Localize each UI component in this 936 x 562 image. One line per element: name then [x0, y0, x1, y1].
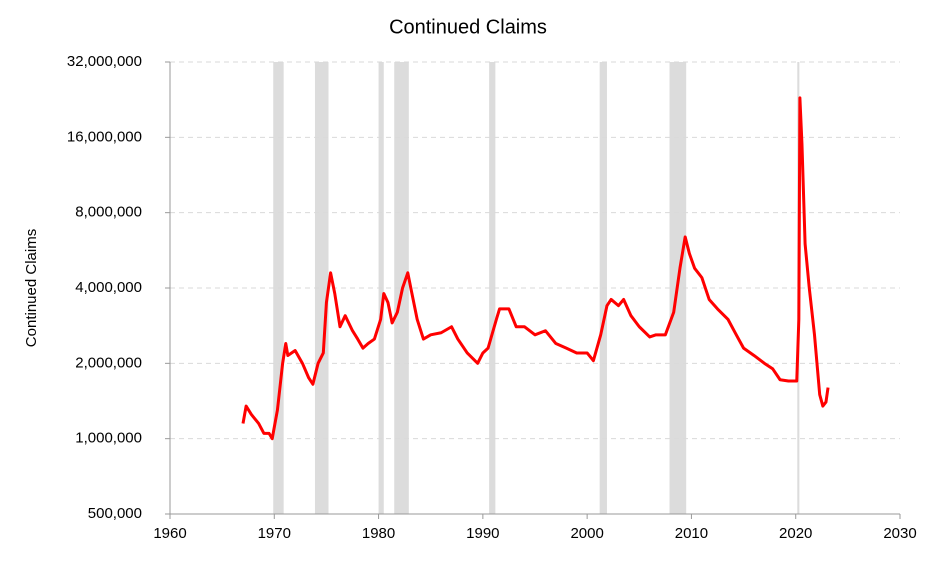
chart-title: Continued Claims	[389, 16, 547, 38]
x-tick-label: 1990	[466, 525, 499, 542]
y-tick-label: 500,000	[88, 505, 142, 522]
y-tick-label: 1,000,000	[75, 430, 142, 447]
x-tick-label: 2030	[883, 525, 916, 542]
y-tick-label: 8,000,000	[75, 204, 142, 221]
x-tick-label: 1960	[153, 525, 186, 542]
recession-band	[489, 62, 496, 514]
x-tick-label: 2010	[675, 525, 708, 542]
x-tick-label: 2020	[779, 525, 812, 542]
recession-band	[314, 62, 329, 514]
y-tick-label: 16,000,000	[67, 128, 142, 145]
y-tick-label: 4,000,000	[75, 279, 142, 296]
x-tick-label: 2000	[570, 525, 603, 542]
y-axis-label: Continued Claims	[23, 229, 40, 347]
y-tick-label: 2,000,000	[75, 354, 142, 371]
x-tick-label: 1980	[362, 525, 395, 542]
y-tick-label: 32,000,000	[67, 53, 142, 70]
data-line	[241, 96, 830, 441]
x-tick-label: 1970	[258, 525, 291, 542]
